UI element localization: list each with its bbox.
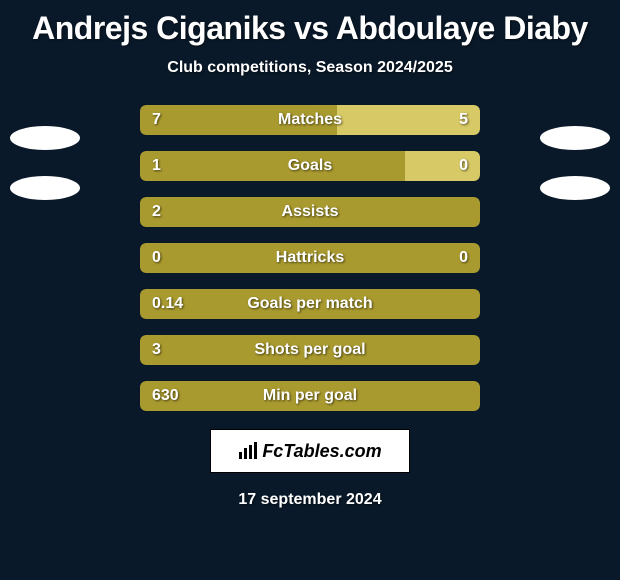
bar-segment-right bbox=[405, 151, 480, 181]
stat-label: Min per goal bbox=[263, 387, 357, 405]
stat-bar: Goals 1 0 bbox=[140, 151, 480, 181]
player-badge-ellipse bbox=[10, 126, 80, 150]
stat-value-left: 0 bbox=[152, 249, 161, 267]
stat-row: Hattricks 0 0 bbox=[0, 243, 620, 273]
stat-row: Matches 7 5 bbox=[0, 105, 620, 135]
stat-row: Min per goal 630 bbox=[0, 381, 620, 411]
subtitle: Club competitions, Season 2024/2025 bbox=[0, 59, 620, 77]
stat-value-right: 5 bbox=[459, 111, 468, 129]
site-logo: FcTables.com bbox=[210, 429, 410, 473]
stat-value-left: 630 bbox=[152, 387, 179, 405]
stat-bar: Assists 2 bbox=[140, 197, 480, 227]
stat-value-left: 2 bbox=[152, 203, 161, 221]
stat-value-right: 0 bbox=[459, 157, 468, 175]
stat-label: Goals bbox=[288, 157, 332, 175]
date-label: 17 september 2024 bbox=[0, 491, 620, 509]
page-title: Andrejs Ciganiks vs Abdoulaye Diaby bbox=[0, 0, 620, 47]
stat-bar: Min per goal 630 bbox=[140, 381, 480, 411]
player-badge-ellipse bbox=[10, 176, 80, 200]
stat-bar: Shots per goal 3 bbox=[140, 335, 480, 365]
stat-label: Hattricks bbox=[276, 249, 344, 267]
stat-label: Assists bbox=[282, 203, 339, 221]
chart-icon bbox=[238, 442, 258, 460]
comparison-chart: Matches75Goals10Assists2Hattricks00Goals… bbox=[0, 105, 620, 411]
player-badge-ellipse bbox=[540, 126, 610, 150]
stat-value-left: 0.14 bbox=[152, 295, 183, 313]
stat-row: Goals per match 0.14 bbox=[0, 289, 620, 319]
stat-label: Shots per goal bbox=[254, 341, 365, 359]
player-badge-ellipse bbox=[540, 176, 610, 200]
stat-value-left: 3 bbox=[152, 341, 161, 359]
logo-text: FcTables.com bbox=[262, 441, 381, 462]
stat-row: Assists 2 bbox=[0, 197, 620, 227]
stat-bar: Hattricks 0 0 bbox=[140, 243, 480, 273]
stat-row: Shots per goal 3 bbox=[0, 335, 620, 365]
stat-bar: Goals per match 0.14 bbox=[140, 289, 480, 319]
stat-label: Matches bbox=[278, 111, 342, 129]
stat-value-right: 0 bbox=[459, 249, 468, 267]
stat-value-left: 7 bbox=[152, 111, 161, 129]
stat-row: Goals 1 0 bbox=[0, 151, 620, 181]
stat-value-left: 1 bbox=[152, 157, 161, 175]
stat-bar: Matches 7 5 bbox=[140, 105, 480, 135]
bar-segment-left bbox=[140, 151, 405, 181]
stat-label: Goals per match bbox=[247, 295, 372, 313]
